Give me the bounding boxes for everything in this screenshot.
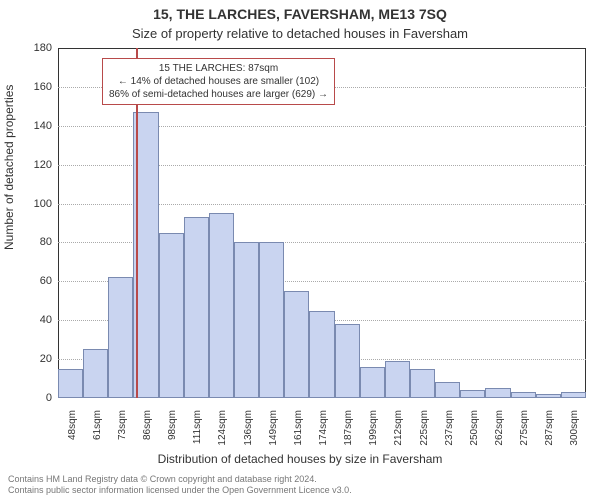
footer-line-2: Contains public sector information licen…: [8, 485, 352, 496]
histogram-bar: [209, 213, 234, 398]
y-tick-label: 140: [34, 120, 52, 132]
histogram-bar: [309, 311, 334, 399]
histogram-bar: [184, 217, 209, 398]
page-subtitle: Size of property relative to detached ho…: [0, 26, 600, 41]
x-tick-label: 124sqm: [217, 410, 228, 446]
x-tick-label: 287sqm: [544, 410, 555, 446]
histogram-bar: [410, 369, 435, 398]
annotation-line: 86% of semi-detached houses are larger (…: [109, 88, 328, 101]
page-title: 15, THE LARCHES, FAVERSHAM, ME13 7SQ: [0, 6, 600, 22]
x-tick-label: 98sqm: [167, 410, 178, 440]
histogram-bar: [485, 388, 510, 398]
x-tick-label: 48sqm: [67, 410, 78, 440]
histogram-bar: [511, 392, 536, 398]
y-tick-label: 20: [40, 353, 52, 365]
histogram-bar: [234, 242, 259, 398]
footer-line-1: Contains HM Land Registry data © Crown c…: [8, 474, 352, 485]
histogram-plot: 02040608010012014016018048sqm61sqm73sqm8…: [58, 48, 586, 398]
x-tick-label: 187sqm: [343, 410, 354, 446]
histogram-bar: [284, 291, 309, 398]
x-tick-label: 73sqm: [117, 410, 128, 440]
x-axis-label: Distribution of detached houses by size …: [0, 452, 600, 466]
histogram-bar: [108, 277, 133, 398]
x-tick-label: 250sqm: [469, 410, 480, 446]
y-tick-label: 0: [46, 392, 52, 404]
x-tick-label: 161sqm: [293, 410, 304, 446]
x-tick-label: 225sqm: [419, 410, 430, 446]
footer-attribution: Contains HM Land Registry data © Crown c…: [8, 474, 352, 496]
histogram-bar: [561, 392, 586, 398]
annotation-box: 15 THE LARCHES: 87sqm← 14% of detached h…: [102, 58, 335, 105]
histogram-bar: [536, 394, 561, 398]
histogram-bar: [335, 324, 360, 398]
y-tick-label: 60: [40, 275, 52, 287]
y-tick-label: 80: [40, 236, 52, 248]
y-tick-label: 120: [34, 159, 52, 171]
x-tick-label: 262sqm: [494, 410, 505, 446]
x-tick-label: 300sqm: [569, 410, 580, 446]
x-tick-label: 199sqm: [368, 410, 379, 446]
x-tick-label: 111sqm: [192, 410, 203, 444]
x-tick-label: 174sqm: [318, 410, 329, 446]
annotation-line: 15 THE LARCHES: 87sqm: [109, 62, 328, 75]
histogram-bar: [435, 382, 460, 398]
histogram-bar: [385, 361, 410, 398]
histogram-bar: [360, 367, 385, 398]
x-tick-label: 149sqm: [268, 410, 279, 446]
annotation-line: ← 14% of detached houses are smaller (10…: [109, 75, 328, 88]
histogram-bar: [159, 233, 184, 398]
page: 15, THE LARCHES, FAVERSHAM, ME13 7SQ Siz…: [0, 0, 600, 500]
histogram-bar: [259, 242, 284, 398]
y-tick-label: 160: [34, 81, 52, 93]
x-tick-label: 136sqm: [243, 410, 254, 446]
x-tick-label: 61sqm: [92, 410, 103, 440]
x-tick-label: 212sqm: [393, 410, 404, 446]
y-axis-label: Number of detached properties: [2, 85, 16, 250]
x-tick-label: 237sqm: [444, 410, 455, 446]
histogram-bar: [83, 349, 108, 398]
x-tick-label: 86sqm: [142, 410, 153, 440]
y-tick-label: 100: [34, 198, 52, 210]
y-tick-label: 40: [40, 314, 52, 326]
histogram-bar: [460, 390, 485, 398]
y-tick-label: 180: [34, 42, 52, 54]
x-tick-label: 275sqm: [519, 410, 530, 446]
histogram-bar: [58, 369, 83, 398]
